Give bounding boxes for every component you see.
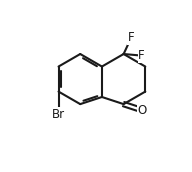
Text: F: F [128, 31, 135, 44]
Text: Br: Br [52, 108, 65, 121]
Text: F: F [138, 49, 145, 62]
Text: O: O [137, 104, 147, 117]
